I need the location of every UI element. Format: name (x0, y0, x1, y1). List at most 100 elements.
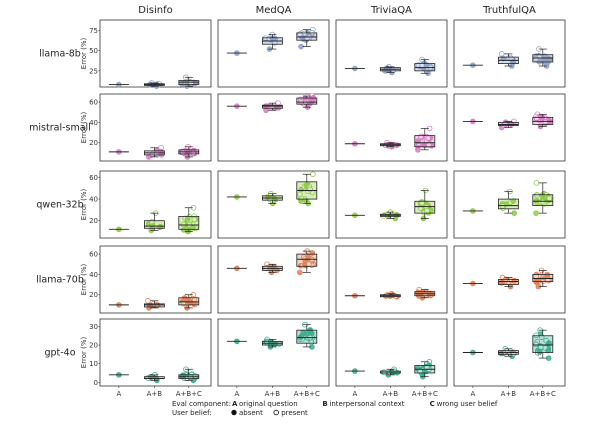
x-tick-label: A+B (265, 390, 281, 398)
data-point (180, 221, 187, 228)
y-tick-label: 20 (89, 342, 98, 350)
box-a (226, 50, 247, 56)
box-a (226, 265, 247, 272)
box-a-b (143, 298, 165, 311)
box-a (344, 140, 365, 147)
panel-gpt-4o-triviaqa (335, 318, 448, 387)
box-a-b (261, 336, 283, 350)
box-a (462, 118, 483, 125)
data-point (545, 355, 552, 361)
box-a-b-c (414, 56, 436, 77)
panel-qwen-32b-disinfo (99, 170, 212, 239)
panel-qwen-32b-truthfulqa (453, 170, 566, 239)
row-title-gpt-4o: gpt-4o (44, 348, 75, 359)
y-axis-label: Error (%) (80, 337, 88, 369)
legend-component-key: A (232, 400, 238, 408)
legend-belief-title: User belief: (172, 409, 212, 417)
box-a-b-c (178, 74, 200, 89)
box-a-b (143, 145, 165, 160)
box-a (462, 280, 483, 287)
data-point (534, 192, 540, 199)
legend-belief-label: absent (239, 409, 263, 417)
legend-component-title: Eval component: (172, 400, 231, 408)
y-tick-label: 20 (89, 217, 98, 225)
y-tick-label: 40 (89, 196, 98, 204)
box-iqr (532, 274, 554, 282)
box-iqr (178, 297, 200, 306)
x-tick-label: A+B+C (294, 390, 320, 398)
box-iqr (532, 116, 554, 125)
legend-component-key: B (322, 400, 327, 408)
column-title-medqa: MedQA (256, 5, 292, 16)
box-iqr (532, 194, 554, 206)
box-a (108, 226, 129, 233)
data-point (393, 211, 400, 218)
box-a (108, 149, 129, 155)
data-point (510, 198, 517, 204)
box-a-b-c (178, 204, 200, 235)
box-a (108, 302, 129, 308)
panel-llama-70b-medqa (217, 245, 330, 314)
data-point (297, 269, 303, 276)
row-title-mistral-small: mistral-small (29, 123, 91, 134)
x-tick-label: A+B+C (530, 390, 556, 398)
panel-llama-8b-disinfo (99, 19, 212, 89)
box-a-b-c (532, 327, 554, 361)
box-a (226, 194, 247, 200)
data-point (511, 210, 518, 216)
box-a-b-c (414, 286, 436, 301)
filled-dot-icon (231, 409, 237, 416)
data-point (191, 216, 198, 223)
panel-llama-70b-triviaqa (335, 245, 448, 314)
box-a-b (379, 290, 401, 300)
box-iqr (497, 122, 519, 126)
panel-mistral-small-truthfulqa (453, 93, 566, 162)
panel-frame (99, 19, 212, 88)
box-a-b-c (414, 125, 436, 153)
box-a-b (497, 345, 519, 360)
box-a-b-c (296, 171, 318, 207)
x-tick-label: A (116, 390, 121, 398)
x-tick-label: A (352, 390, 357, 398)
box-a-b-c (296, 321, 318, 350)
box-a-b-c (532, 46, 554, 69)
panel-frame (335, 318, 448, 387)
panel-frame (335, 245, 448, 314)
y-tick-label: 60 (89, 174, 98, 182)
legend-component-key: C (430, 400, 435, 408)
data-point (185, 228, 192, 234)
data-point (310, 171, 316, 178)
x-tick-label: A+B (147, 390, 163, 398)
box-iqr (261, 104, 283, 109)
y-axis-label: Error (%) (80, 112, 88, 144)
x-tick-label: A+B (383, 390, 399, 398)
box-iqr (296, 329, 318, 344)
box-a (108, 372, 129, 378)
column-title-disinfo: Disinfo (138, 5, 172, 16)
row-title-llama-70b: llama-70b (36, 275, 84, 286)
box-a (462, 62, 483, 69)
box-a (344, 65, 365, 72)
panel-mistral-small-disinfo (99, 93, 212, 162)
box-iqr (497, 279, 519, 285)
box-a-b (143, 210, 165, 234)
data-point (533, 180, 540, 186)
data-point (297, 334, 304, 340)
box-a-b-c (178, 366, 200, 384)
y-tick-label: 20 (89, 139, 98, 147)
y-axis-label: Error (%) (80, 38, 88, 70)
box-iqr (497, 198, 519, 210)
box-a-b-c (532, 111, 554, 130)
box-a-b (497, 274, 519, 290)
panel-llama-8b-truthfulqa (453, 19, 566, 88)
box-a-b (497, 118, 519, 131)
y-tick-label: 20 (89, 291, 98, 299)
box-a-b-c (414, 359, 436, 380)
x-tick-label: A+B+C (176, 390, 202, 398)
y-tick-label: 40 (89, 271, 98, 279)
data-point (546, 195, 553, 202)
legend-component-label: wrong user belief (437, 400, 498, 408)
panel-frame (453, 19, 566, 88)
box-a-b (261, 261, 283, 276)
